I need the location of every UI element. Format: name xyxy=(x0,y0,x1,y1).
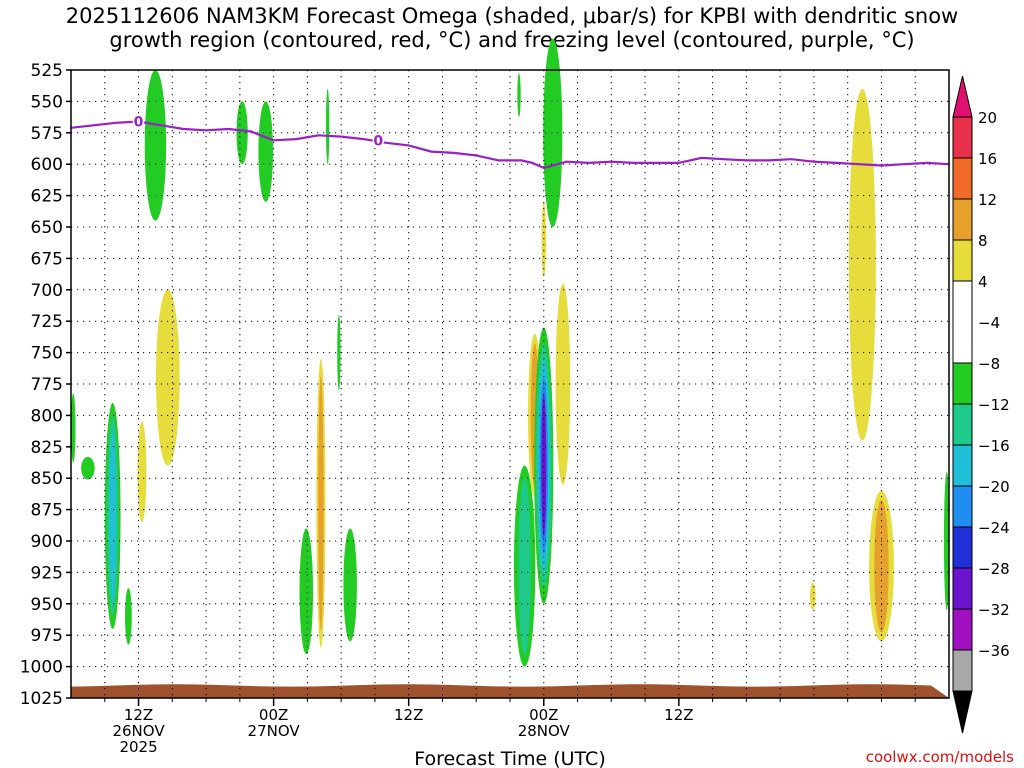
colorbar-bin-6 xyxy=(952,403,973,446)
surface-layer xyxy=(71,684,949,698)
colorbar-bin-9 xyxy=(952,526,973,569)
freezing-level-label-0: 0 xyxy=(134,114,144,130)
colorbar-bin-1 xyxy=(952,157,973,200)
x-tick-label: 12Z xyxy=(664,706,693,724)
colorbar-bottom-arrow xyxy=(952,690,973,734)
colorbar-bin-4 xyxy=(952,280,973,364)
colorbar-label: −32 xyxy=(978,601,1010,619)
colorbar-label: 16 xyxy=(978,150,997,168)
omega-feature-2-level-0 xyxy=(71,393,76,463)
omega-feature-22-level-1 xyxy=(874,499,889,633)
y-tick-label: 600 xyxy=(31,155,63,175)
x-tick-label: 27NOV xyxy=(248,722,301,740)
omega-feature-23-level-0 xyxy=(809,582,816,611)
y-tick-label: 825 xyxy=(31,438,63,458)
colorbar-label: 20 xyxy=(978,109,997,127)
omega-shading xyxy=(71,38,950,667)
y-tick-label: 850 xyxy=(31,469,63,489)
y-tick-label: 775 xyxy=(31,375,63,395)
omega-feature-24-level-0 xyxy=(943,471,950,611)
y-tick-label: 750 xyxy=(31,344,63,364)
omega-feature-20-level-0 xyxy=(517,73,521,118)
omega-feature-17-level-0 xyxy=(543,38,563,227)
colorbar-label: −4 xyxy=(978,314,1000,332)
colorbar-label: −8 xyxy=(978,355,1000,373)
colorbar: 20 16 12 8 4 −4 −8 −12 −16 −20 −24 −28 −32 −36 xyxy=(952,75,1010,734)
y-tick-label: 1025 xyxy=(20,689,63,709)
omega-feature-11-level-1 xyxy=(318,376,324,631)
colorbar-label: −28 xyxy=(978,560,1010,578)
y-tick-label: 950 xyxy=(31,595,63,615)
x-tick-label: 28NOV xyxy=(518,722,571,740)
credit-text[interactable]: coolwx.com/models xyxy=(865,748,1014,766)
x-tick-label: 12Z xyxy=(394,706,423,724)
y-tick-label: 875 xyxy=(31,501,63,521)
y-tick-label: 900 xyxy=(31,532,63,552)
colorbar-bin-11 xyxy=(952,608,973,651)
omega-feature-9-level-0 xyxy=(325,88,330,165)
x-tick-label: 26NOV xyxy=(112,722,165,740)
freezing-level-label-1: 0 xyxy=(373,133,383,149)
y-tick-label: 575 xyxy=(31,124,63,144)
omega-feature-16-level-4 xyxy=(541,393,547,538)
y-tick-label: 975 xyxy=(31,626,63,646)
omega-feature-8-level-0 xyxy=(258,101,274,202)
colorbar-label: −24 xyxy=(978,519,1010,537)
y-tick-label: 625 xyxy=(31,187,63,207)
omega-feature-6-level-0 xyxy=(155,289,180,466)
omega-feature-4-level-0 xyxy=(144,70,167,221)
colorbar-label: −36 xyxy=(978,642,1010,660)
omega-feature-13-level-0 xyxy=(343,528,357,642)
chart-title-line2: growth region (contoured, red, °C) and f… xyxy=(109,28,915,52)
colorbar-bin-2 xyxy=(952,198,973,241)
y-tick-label: 700 xyxy=(31,281,63,301)
x-tick-label: 00Z xyxy=(529,706,558,724)
omega-feature-14-level-1 xyxy=(518,477,531,655)
freezing-level-line xyxy=(70,120,950,170)
colorbar-top-arrow xyxy=(952,75,973,118)
omega-feature-1-level-0 xyxy=(81,456,95,480)
grid xyxy=(71,69,949,699)
x-tick-label: 12Z xyxy=(124,706,153,724)
chart-title-line1: 2025112606 NAM3KM Forecast Omega (shaded… xyxy=(65,4,959,28)
colorbar-bin-5 xyxy=(952,362,973,405)
colorbar-label: −20 xyxy=(978,478,1010,496)
y-axis: 525 550 575 600 625 650 675 700 725 750 775 800 825 8… xyxy=(20,61,71,709)
chart-title: 2025112606 NAM3KM Forecast Omega (shaded… xyxy=(0,4,1024,52)
x-tick-label: 00Z xyxy=(259,706,288,724)
colorbar-bin-10 xyxy=(952,567,973,610)
colorbar-bin-3 xyxy=(952,239,973,282)
colorbar-label: −12 xyxy=(978,396,1010,414)
y-tick-label: 800 xyxy=(31,406,63,426)
y-tick-label: 1000 xyxy=(20,658,63,678)
colorbar-label: 4 xyxy=(978,273,988,291)
omega-feature-0-level-2 xyxy=(109,429,116,602)
y-tick-label: 650 xyxy=(31,218,63,238)
y-tick-label: 675 xyxy=(31,249,63,269)
y-tick-label: 925 xyxy=(31,563,63,583)
colorbar-bin-8 xyxy=(952,485,973,528)
y-tick-label: 725 xyxy=(31,312,63,332)
omega-feature-18-level-0 xyxy=(541,201,547,278)
colorbar-label: −16 xyxy=(978,437,1010,455)
y-tick-label: 550 xyxy=(31,92,63,112)
omega-feature-19-level-0 xyxy=(555,283,571,485)
omega-feature-21-level-0 xyxy=(848,88,876,441)
x-tick-label: 2025 xyxy=(119,738,157,756)
omega-feature-3-level-0 xyxy=(125,588,132,645)
x-axis-label: Forecast Time (UTC) xyxy=(414,748,605,768)
omega-feature-10-level-0 xyxy=(299,528,314,655)
colorbar-bin-12 xyxy=(952,649,973,692)
colorbar-label: 8 xyxy=(978,232,988,250)
colorbar-label: 12 xyxy=(978,191,997,209)
omega-feature-12-level-0 xyxy=(337,314,341,391)
y-tick-label: 525 xyxy=(31,61,63,81)
omega-feature-7-level-0 xyxy=(236,101,248,165)
colorbar-bin-0 xyxy=(952,116,973,159)
colorbar-bin-7 xyxy=(952,444,973,487)
